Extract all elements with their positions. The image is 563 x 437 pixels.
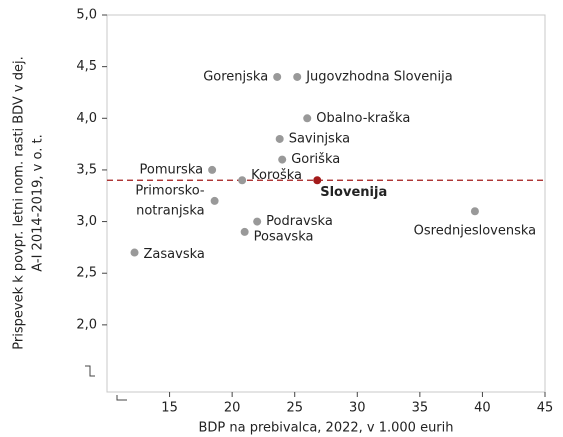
x-tick-label: 30 (349, 401, 366, 416)
point (278, 155, 287, 164)
point (210, 196, 219, 205)
y-tick-label: 4,0 (76, 111, 97, 126)
point-label: Podravska (266, 214, 333, 229)
y-tick-label: 5,0 (76, 8, 97, 23)
y-tick-label: 3,5 (76, 162, 97, 177)
point (208, 165, 217, 174)
point (240, 227, 249, 236)
y-tick-label: 4,5 (76, 59, 97, 74)
point-label: Obalno-kraška (316, 111, 410, 126)
x-tick-label: 45 (537, 401, 554, 416)
x-tick-label: 35 (412, 401, 429, 416)
point-label: Primorsko- (135, 183, 205, 198)
point (275, 134, 284, 143)
x-tick-label: 15 (161, 401, 178, 416)
point (470, 207, 479, 216)
y-axis-label: Prispevek k povpr. letni nom. rasti BDV … (12, 56, 27, 349)
y-axis-break (85, 365, 95, 377)
y-tick-label: 2,5 (76, 266, 97, 281)
point-label: Slovenija (320, 185, 387, 200)
y-axis-label: A-I 2014-2019, v o. t. (31, 134, 46, 271)
point-label: Zasavska (144, 247, 205, 262)
point (130, 248, 139, 257)
point-label: Jugovzhodna Slovenija (305, 69, 453, 84)
x-tick-label: 20 (224, 401, 241, 416)
point-label: Pomurska (139, 162, 203, 177)
point (303, 114, 312, 123)
point-label: Goriška (291, 152, 340, 167)
point (253, 217, 262, 226)
y-tick-label: 3,0 (76, 214, 97, 229)
y-tick-label: 2,0 (76, 317, 97, 332)
x-tick-label: 40 (474, 401, 491, 416)
point-label: Gorenjska (203, 69, 268, 84)
x-tick-label: 25 (286, 401, 303, 416)
point-label: Osrednjeslovenska (414, 224, 536, 239)
point-label: Posavska (254, 229, 314, 244)
x-axis-label: BDP na prebivalca, 2022, v 1.000 eurih (198, 421, 453, 436)
point (293, 72, 302, 81)
point-label: notranjska (136, 203, 205, 218)
point (238, 176, 247, 185)
point (313, 176, 322, 185)
point-label: Koroška (251, 168, 302, 183)
plot-frame (106, 14, 546, 393)
x-axis-break (116, 395, 127, 401)
point-label: Savinjska (289, 131, 350, 146)
point (273, 72, 282, 81)
